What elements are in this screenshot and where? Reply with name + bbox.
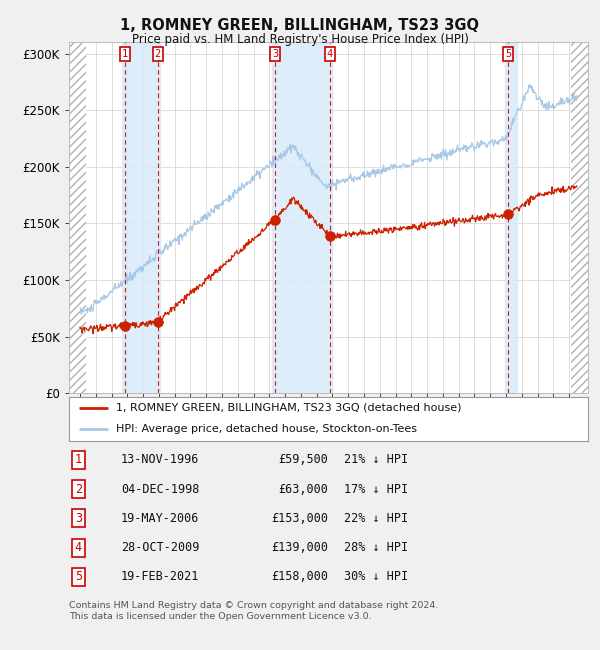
Text: 28% ↓ HPI: 28% ↓ HPI [344, 541, 408, 554]
Text: 1, ROMNEY GREEN, BILLINGHAM, TS23 3GQ (detached house): 1, ROMNEY GREEN, BILLINGHAM, TS23 3GQ (d… [116, 403, 461, 413]
Text: 2: 2 [75, 482, 82, 495]
Text: £59,500: £59,500 [278, 454, 329, 467]
Bar [122, 42, 160, 393]
Text: 22% ↓ HPI: 22% ↓ HPI [344, 512, 408, 525]
Text: 19-MAY-2006: 19-MAY-2006 [121, 512, 199, 525]
Text: 17% ↓ HPI: 17% ↓ HPI [344, 482, 408, 495]
Text: £158,000: £158,000 [271, 571, 329, 584]
Text: £139,000: £139,000 [271, 541, 329, 554]
Text: HPI: Average price, detached house, Stockton-on-Tees: HPI: Average price, detached house, Stoc… [116, 424, 417, 434]
Text: 13-NOV-1996: 13-NOV-1996 [121, 454, 199, 467]
Bar [272, 42, 332, 393]
Text: 4: 4 [75, 541, 82, 554]
Text: 3: 3 [272, 49, 278, 59]
Text: 1: 1 [122, 49, 128, 59]
Text: 21% ↓ HPI: 21% ↓ HPI [344, 454, 408, 467]
Text: 3: 3 [75, 512, 82, 525]
Text: 30% ↓ HPI: 30% ↓ HPI [344, 571, 408, 584]
Text: 04-DEC-1998: 04-DEC-1998 [121, 482, 199, 495]
Bar [69, 42, 86, 393]
Text: 4: 4 [326, 49, 333, 59]
Text: 1: 1 [75, 454, 82, 467]
Text: 5: 5 [505, 49, 511, 59]
Bar [571, 42, 588, 393]
Text: 28-OCT-2009: 28-OCT-2009 [121, 541, 199, 554]
Text: 5: 5 [75, 571, 82, 584]
Text: £63,000: £63,000 [278, 482, 329, 495]
Text: 1, ROMNEY GREEN, BILLINGHAM, TS23 3GQ: 1, ROMNEY GREEN, BILLINGHAM, TS23 3GQ [121, 18, 479, 33]
Text: 2: 2 [155, 49, 161, 59]
Text: Contains HM Land Registry data © Crown copyright and database right 2024.
This d: Contains HM Land Registry data © Crown c… [69, 601, 439, 621]
Text: £153,000: £153,000 [271, 512, 329, 525]
Bar [505, 42, 517, 393]
Text: Price paid vs. HM Land Registry's House Price Index (HPI): Price paid vs. HM Land Registry's House … [131, 32, 469, 46]
Text: 19-FEB-2021: 19-FEB-2021 [121, 571, 199, 584]
